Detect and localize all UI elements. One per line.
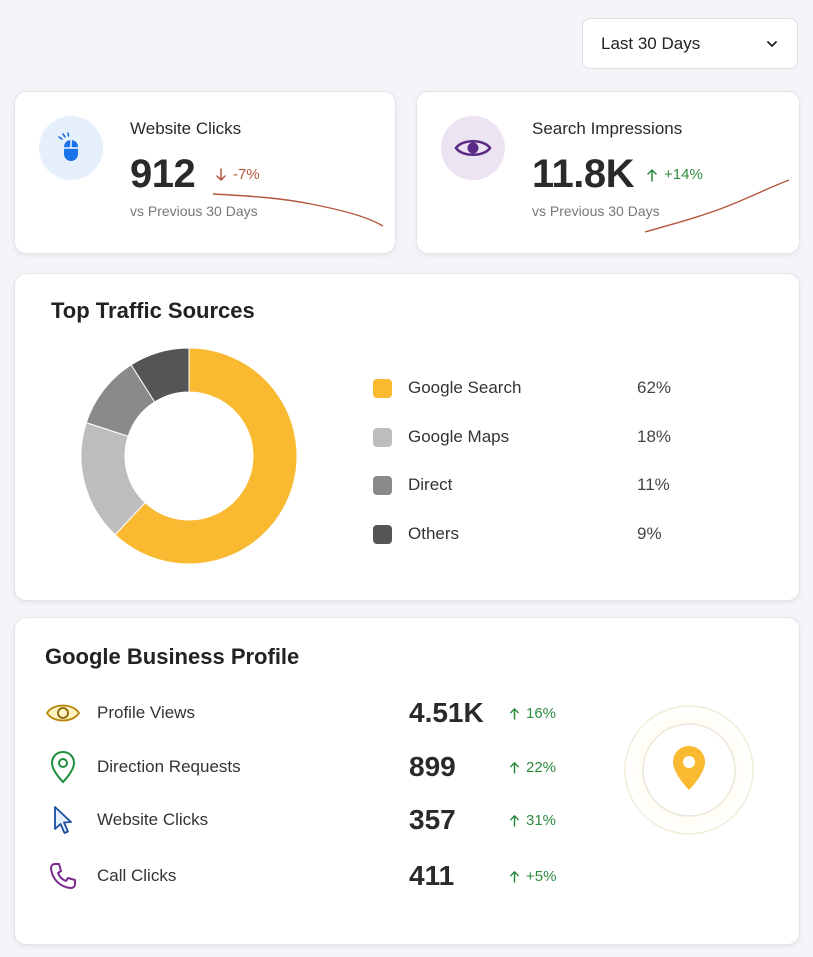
mouse-icon-badge	[39, 116, 103, 180]
business-profile-card: Google Business Profile Profile Views 4.…	[14, 617, 800, 945]
website-clicks-card: Website Clicks 912 -7% vs Previous 30 Da…	[14, 91, 396, 254]
traffic-title: Top Traffic Sources	[51, 298, 255, 323]
legend-swatch	[373, 524, 392, 544]
metric-label: Profile Views	[97, 703, 195, 722]
metric-label: Direction Requests	[97, 757, 241, 776]
eye-icon	[43, 693, 83, 733]
metric-row-profile-views: Profile Views 4.51K 16%	[43, 693, 593, 733]
metric-row-call-clicks: Call Clicks 411 +5%	[43, 856, 593, 896]
arrow-up-icon	[510, 870, 519, 883]
arrow-up-icon	[510, 707, 519, 720]
legend-item: Others 9%	[373, 522, 683, 546]
legend-label: Google Search	[408, 378, 522, 397]
phone-icon	[43, 856, 83, 896]
legend-percent: 62%	[637, 378, 672, 397]
metric-change: +5%	[509, 868, 556, 885]
stat-title: Search Impressions	[532, 119, 683, 138]
mouse-icon	[58, 132, 78, 161]
metric-row-direction-requests: Direction Requests 899 22%	[43, 747, 593, 787]
profile-title: Google Business Profile	[45, 644, 300, 669]
metric-row-website-clicks: Website Clicks 357 31%	[43, 800, 593, 840]
stat-title: Website Clicks	[130, 119, 242, 138]
stat-change-text: +14%	[664, 166, 703, 183]
eye-icon	[454, 139, 492, 157]
traffic-donut-chart	[80, 347, 298, 565]
arrow-down-icon	[216, 167, 226, 181]
stat-change: -7%	[215, 166, 260, 183]
metric-change: 22%	[509, 759, 556, 776]
search-impressions-card: Search Impressions 11.8K +14% vs Previou…	[416, 91, 800, 254]
stat-subtitle: vs Previous 30 Days	[532, 203, 660, 219]
stat-change-text: -7%	[233, 166, 260, 183]
date-range-label: Last 30 Days	[601, 33, 701, 53]
legend-item: Direct 11%	[373, 473, 683, 497]
metric-change-text: 16%	[526, 704, 557, 722]
cursor-icon	[43, 800, 83, 840]
chevron-down-icon	[767, 40, 777, 47]
legend-label: Direct	[408, 475, 453, 494]
metric-label: Call Clicks	[97, 866, 177, 885]
donut-slice-google-search	[114, 347, 298, 565]
metric-change: 31%	[509, 812, 556, 829]
arrow-up-icon	[510, 761, 519, 774]
legend-percent: 11%	[637, 475, 670, 494]
stat-value: 912	[130, 152, 196, 196]
stat-subtitle: vs Previous 30 Days	[130, 203, 258, 219]
metric-change-text: 22%	[526, 758, 557, 776]
metric-change-text: +5%	[526, 867, 557, 885]
trend-sparkline	[644, 179, 790, 233]
eye-icon-badge	[441, 116, 505, 180]
stat-value: 11.8K	[532, 152, 635, 196]
arrow-up-icon	[647, 168, 657, 182]
legend-swatch	[373, 427, 392, 447]
stat-change: +14%	[646, 166, 703, 183]
legend-label: Google Maps	[408, 427, 510, 446]
metric-value: 357	[409, 804, 456, 835]
legend-swatch	[373, 378, 392, 398]
legend-swatch	[373, 475, 392, 495]
legend-percent: 9%	[637, 524, 662, 543]
metric-value: 899	[409, 751, 456, 782]
legend-item: Google Search 62%	[373, 376, 683, 400]
metric-label: Website Clicks	[97, 810, 209, 829]
legend-label: Others	[408, 524, 460, 543]
legend-percent: 18%	[637, 427, 672, 446]
metric-value: 4.51K	[409, 697, 484, 728]
metric-change: 16%	[509, 705, 556, 722]
metric-change-text: 31%	[526, 811, 557, 829]
legend-item: Google Maps 18%	[373, 425, 683, 449]
location-pin-icon	[624, 705, 754, 835]
location-pin-icon	[43, 747, 83, 787]
donut-slice-others	[130, 347, 190, 403]
arrow-up-icon	[510, 814, 519, 827]
metric-value: 411	[409, 860, 455, 891]
trend-sparkline	[212, 193, 384, 227]
traffic-sources-card: Top Traffic Sources Google Search 62% Go…	[14, 273, 800, 601]
date-range-dropdown[interactable]: Last 30 Days	[582, 18, 798, 69]
